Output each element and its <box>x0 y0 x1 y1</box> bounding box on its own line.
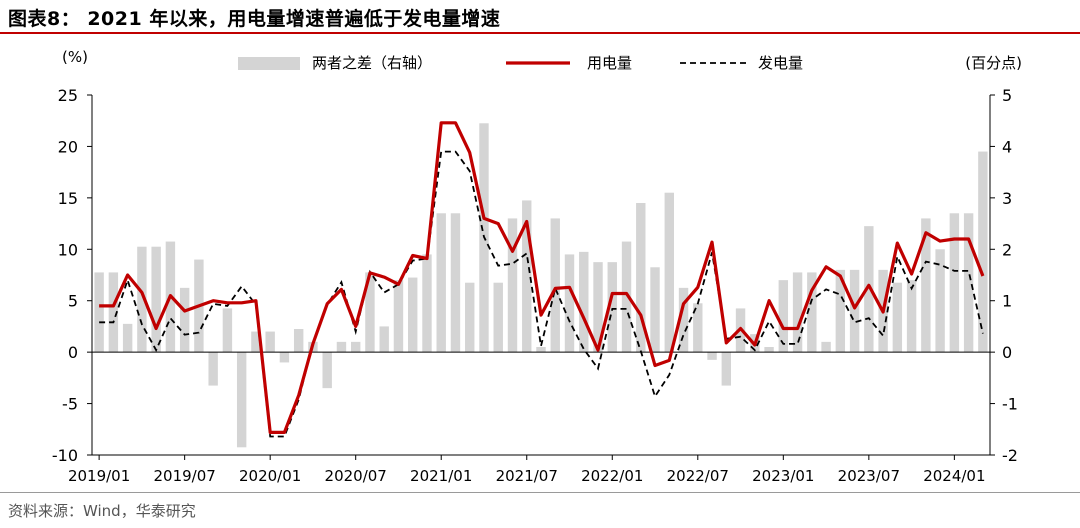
gap-bar <box>408 277 418 353</box>
gap-bar <box>322 352 332 389</box>
gap-bar <box>864 226 874 353</box>
gap-bar <box>493 282 503 353</box>
gap-bar <box>807 272 817 353</box>
gap-bar <box>707 352 717 360</box>
x-tick-label: 2019/07 <box>153 467 215 485</box>
left-tick-label: 20 <box>58 137 78 156</box>
x-tick-label: 2022/07 <box>667 467 729 485</box>
gap-bar <box>650 267 660 353</box>
legend-gap-swatch <box>238 57 300 70</box>
gap-bar <box>507 218 518 353</box>
title-divider <box>0 32 1080 34</box>
gap-bar <box>151 246 161 353</box>
gap-bar <box>664 192 674 353</box>
left-tick-label: 25 <box>58 86 78 105</box>
gap-bar <box>636 203 646 353</box>
gap-bar <box>963 213 974 353</box>
gap-bar <box>935 249 945 353</box>
gap-bar <box>251 331 261 353</box>
left-tick-label: -10 <box>52 446 78 465</box>
gap-bar <box>293 329 304 353</box>
gap-bar <box>978 151 988 353</box>
gap-bar <box>379 326 389 353</box>
gap-bar <box>450 213 461 353</box>
left-tick-label: 10 <box>58 240 78 259</box>
gap-bar <box>949 213 960 353</box>
legend: 两者之差（右轴） 用电量 发电量 <box>238 54 803 72</box>
gap-bar <box>593 262 603 353</box>
right-tick-label: 1 <box>1002 292 1012 311</box>
legend-generation-label: 发电量 <box>758 54 803 72</box>
gap-bar <box>436 213 446 353</box>
gap-bar <box>621 241 632 353</box>
gap-bar <box>222 308 233 353</box>
gap-bar <box>137 246 147 353</box>
x-tick-label: 2020/01 <box>239 467 301 485</box>
right-axis-unit: (百分点) <box>965 54 1022 72</box>
left-tick-label: 15 <box>58 189 78 208</box>
page-title: 图表8： 2021 年以来，用电量增速普遍低于发电量增速 <box>8 8 501 30</box>
gap-bar <box>849 269 860 353</box>
gap-bar <box>678 287 689 353</box>
gap-bar <box>579 251 589 353</box>
source-note: 资料来源：Wind，华泰研究 <box>8 502 196 520</box>
series-consumption-line <box>99 121 985 434</box>
gap-bar <box>550 218 560 353</box>
gap-bar <box>236 352 247 448</box>
right-tick-label: 5 <box>1002 86 1012 105</box>
gap-bar <box>122 323 133 353</box>
gap-bar <box>892 282 903 353</box>
x-tick-label: 2023/01 <box>752 467 814 485</box>
gap-bar <box>350 341 361 353</box>
gap-bar <box>906 280 917 353</box>
gap-bar <box>94 272 104 353</box>
x-tick-label: 2024/01 <box>923 467 985 485</box>
gap-bar <box>465 282 475 353</box>
gap-bar <box>422 254 432 353</box>
gap-bar <box>607 262 617 353</box>
left-tick-label: 5 <box>68 292 78 311</box>
gap-bar <box>265 331 275 353</box>
gap-bar <box>365 272 375 353</box>
right-tick-label: 0 <box>1002 343 1012 362</box>
gap-bar <box>279 352 290 363</box>
gap-bar <box>721 352 732 386</box>
right-tick-label: -2 <box>1002 446 1018 465</box>
gap-bar <box>108 272 119 353</box>
x-tick-label: 2023/07 <box>838 467 900 485</box>
x-tick-label: 2022/01 <box>581 467 643 485</box>
left-tick-label: -5 <box>62 395 78 414</box>
gap-bar <box>208 352 218 386</box>
gap-bar <box>821 341 831 353</box>
gap-bar <box>393 280 404 353</box>
legend-consumption-label: 用电量 <box>587 54 632 72</box>
gap-bar <box>536 347 546 353</box>
right-tick-label: 3 <box>1002 189 1012 208</box>
gap-bar <box>564 254 575 353</box>
gap-bar <box>792 272 803 353</box>
legend-gap-label: 两者之差（右轴） <box>312 54 432 72</box>
gap-bar <box>764 347 774 353</box>
gap-bar <box>778 280 789 353</box>
right-tick-label: 4 <box>1002 137 1012 156</box>
gap-bar <box>522 200 532 353</box>
left-axis-unit: (%) <box>62 48 88 66</box>
x-tick-label: 2021/07 <box>496 467 558 485</box>
left-tick-label: 0 <box>68 343 78 362</box>
right-tick-label: 2 <box>1002 240 1012 259</box>
source-divider <box>0 492 1080 493</box>
series-generation-line <box>99 150 984 438</box>
x-tick-label: 2020/07 <box>325 467 387 485</box>
gap-bar <box>921 218 931 353</box>
right-tick-label: -1 <box>1002 395 1018 414</box>
gap-bar <box>336 341 347 353</box>
x-tick-label: 2021/01 <box>410 467 472 485</box>
gap-bar <box>179 287 190 353</box>
gap-bar <box>693 303 703 353</box>
gap-bar <box>835 269 846 353</box>
x-tick-label: 2019/01 <box>68 467 130 485</box>
